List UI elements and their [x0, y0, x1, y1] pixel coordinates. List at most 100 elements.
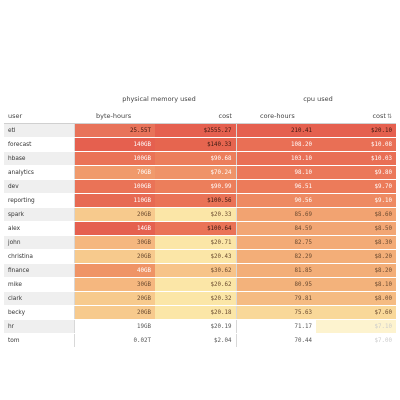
cell-byte-hours: 100GB — [74, 179, 155, 194]
cell-memory-cost: $90.68 — [155, 151, 236, 166]
cell-user: john — [4, 235, 75, 250]
cell-memory-cost: $20.18 — [155, 305, 236, 320]
table-row[interactable]: spark 20GB $20.33 85.69 $8.60 — [4, 207, 396, 222]
cell-memory-cost: $90.99 — [155, 179, 236, 194]
cell-user: finance — [4, 263, 75, 278]
cell-byte-hours: 20GB — [74, 249, 155, 264]
cell-core-hours: 84.59 — [235, 221, 316, 236]
column-header-core-hours[interactable]: core-hours — [236, 109, 316, 124]
cell-core-hours: 79.81 — [235, 291, 316, 306]
column-group-header: physical memory used cpu used — [4, 95, 396, 109]
cell-memory-cost: $20.62 — [155, 277, 236, 292]
cell-core-hours: 98.10 — [235, 165, 316, 180]
cell-user: clark — [4, 291, 75, 306]
cell-user: spark — [4, 207, 75, 222]
cell-core-hours: 82.29 — [235, 249, 316, 264]
cell-cpu-cost: $10.03 — [316, 151, 396, 166]
cell-user: hr — [4, 319, 75, 334]
cell-byte-hours: 30GB — [74, 235, 155, 250]
table-row[interactable]: tom 0.02T $2.04 70.44 $7.00 — [4, 333, 396, 348]
cell-user: hbase — [4, 151, 75, 166]
table-row[interactable]: becky 20GB $20.18 75.63 $7.60 — [4, 305, 396, 320]
table-row[interactable]: hbase 100GB $90.68 103.10 $10.03 — [4, 151, 396, 166]
cell-byte-hours: 0.02T — [74, 333, 155, 348]
column-header-byte-hours[interactable]: byte-hours — [74, 109, 155, 124]
cell-cpu-cost: $20.10 — [316, 123, 396, 138]
group-label-memory: physical memory used — [122, 95, 196, 103]
cell-user: etl — [4, 123, 75, 138]
table-row[interactable]: finance 40GB $30.62 81.85 $8.20 — [4, 263, 396, 278]
cell-memory-cost: $20.19 — [155, 319, 236, 334]
cell-user: analytics — [4, 165, 75, 180]
cell-core-hours: 80.95 — [235, 277, 316, 292]
column-header-user[interactable]: user — [4, 109, 74, 124]
cell-cpu-cost: $7.00 — [316, 333, 396, 348]
cell-byte-hours: 20GB — [74, 305, 155, 320]
cell-core-hours: 96.51 — [235, 179, 316, 194]
cell-byte-hours: 110GB — [74, 193, 155, 208]
cell-memory-cost: $140.33 — [155, 137, 236, 152]
usage-table: user byte-hours cost core-hours cost⇅ et… — [4, 109, 396, 348]
cell-core-hours: 85.69 — [235, 207, 316, 222]
cell-byte-hours: 40GB — [74, 263, 155, 278]
cell-byte-hours: 70GB — [74, 165, 155, 180]
cell-memory-cost: $100.56 — [155, 193, 236, 208]
cell-cpu-cost: $8.50 — [316, 221, 396, 236]
cell-core-hours: 90.56 — [235, 193, 316, 208]
cell-cpu-cost: $9.10 — [316, 193, 396, 208]
cell-cpu-cost: $7.60 — [316, 305, 396, 320]
table-row[interactable]: alex 14GB $100.64 84.59 $8.50 — [4, 221, 396, 236]
cell-byte-hours: 14GB — [74, 221, 155, 236]
cell-user: mike — [4, 277, 75, 292]
cell-user: tom — [4, 333, 75, 348]
cell-core-hours: 75.63 — [235, 305, 316, 320]
cell-user: christina — [4, 249, 75, 264]
cell-memory-cost: $30.62 — [155, 263, 236, 278]
column-header-memory-cost-label: cost — [218, 112, 233, 120]
cell-core-hours: 71.17 — [235, 319, 316, 334]
column-header-memory-cost[interactable]: cost — [155, 109, 236, 124]
column-header-user-label: user — [8, 112, 23, 120]
cell-user: reporting — [4, 193, 75, 208]
table-body: etl 25.55T $2555.27 210.41 $20.10 forecast 140… — [4, 123, 396, 348]
cell-cpu-cost: $8.20 — [316, 263, 396, 278]
cell-memory-cost: $2.04 — [155, 333, 236, 348]
cell-memory-cost: $20.71 — [155, 235, 236, 250]
cell-memory-cost: $20.43 — [155, 249, 236, 264]
cell-byte-hours: 20GB — [74, 291, 155, 306]
column-header-core-hours-label: core-hours — [260, 112, 295, 120]
table-row[interactable]: christina 20GB $20.43 82.29 $8.20 — [4, 249, 396, 264]
table-row[interactable]: dev 100GB $90.99 96.51 $9.70 — [4, 179, 396, 194]
column-header-cpu-cost-label: cost — [372, 112, 386, 120]
cell-user: dev — [4, 179, 75, 194]
cell-core-hours: 103.10 — [235, 151, 316, 166]
table-row[interactable]: forecast 140GB $140.33 108.20 $10.08 — [4, 137, 396, 152]
table-row[interactable]: clark 20GB $20.32 79.81 $8.00 — [4, 291, 396, 306]
cell-memory-cost: $20.32 — [155, 291, 236, 306]
cell-cpu-cost: $7.10 — [316, 319, 396, 334]
cell-memory-cost: $2555.27 — [155, 123, 236, 138]
cell-core-hours: 108.20 — [235, 137, 316, 152]
cell-byte-hours: 19GB — [74, 319, 155, 334]
header-row: user byte-hours cost core-hours cost⇅ — [4, 109, 396, 124]
cell-cpu-cost: $8.60 — [316, 207, 396, 222]
cell-byte-hours: 100GB — [74, 151, 155, 166]
column-header-cpu-cost[interactable]: cost⇅ — [316, 109, 396, 124]
table-row[interactable]: mike 30GB $20.62 80.95 $8.10 — [4, 277, 396, 292]
table-row[interactable]: hr 19GB $20.19 71.17 $7.10 — [4, 319, 396, 334]
table-row[interactable]: john 30GB $20.71 82.75 $8.30 — [4, 235, 396, 250]
cell-cpu-cost: $9.70 — [316, 179, 396, 194]
sort-arrows-icon[interactable]: ⇅ — [386, 113, 392, 120]
cell-byte-hours: 25.55T — [74, 123, 155, 138]
table-row[interactable]: reporting 110GB $100.56 90.56 $9.10 — [4, 193, 396, 208]
cell-memory-cost: $70.24 — [155, 165, 236, 180]
cell-memory-cost: $100.64 — [155, 221, 236, 236]
table-row[interactable]: analytics 70GB $70.24 98.10 $9.80 — [4, 165, 396, 180]
cell-core-hours: 210.41 — [235, 123, 316, 138]
cell-cpu-cost: $8.10 — [316, 277, 396, 292]
group-label-cpu: cpu used — [303, 95, 333, 103]
table-row[interactable]: etl 25.55T $2555.27 210.41 $20.10 — [4, 123, 396, 138]
cell-user: forecast — [4, 137, 75, 152]
cell-core-hours: 82.75 — [235, 235, 316, 250]
cell-cpu-cost: $8.30 — [316, 235, 396, 250]
